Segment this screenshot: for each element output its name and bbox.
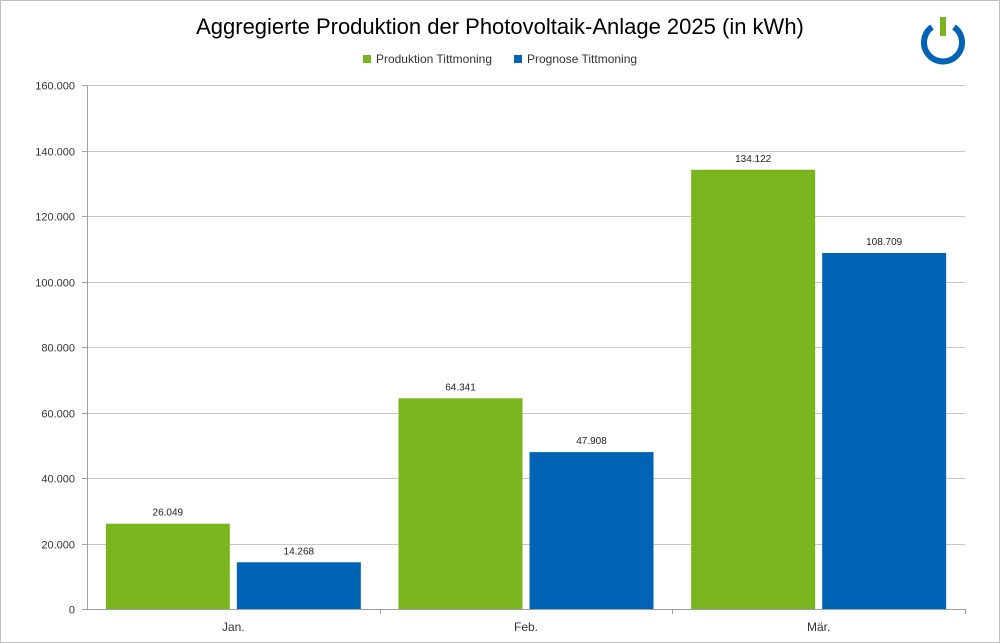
data-label: 47.908: [576, 436, 607, 447]
bar-prognose-0: [236, 562, 361, 609]
bars-layer: [105, 169, 947, 610]
y-tick-label: 40.000: [41, 474, 75, 486]
y-tick-label: 100.000: [35, 278, 75, 290]
logo-ring: [921, 24, 965, 65]
bar-produktion-2: [691, 169, 816, 610]
y-tick-label: 120.000: [35, 212, 75, 224]
grid-layer: [82, 85, 966, 614]
chart-title: Aggregierte Produktion der Photovoltaik-…: [196, 14, 804, 39]
bar-prognose-1: [529, 452, 654, 609]
logo-bar: [940, 17, 946, 36]
legend-item-prognose: Prognose Tittmoning: [514, 52, 637, 66]
y-tick-label: 140.000: [35, 147, 75, 159]
legend-item-produktion: Produktion Tittmoning: [362, 52, 492, 66]
legend-label-prognose: Prognose Tittmoning: [527, 52, 638, 66]
y-tick-label: 160.000: [35, 81, 75, 93]
legend-swatch-produktion: [362, 55, 371, 63]
bar-prognose-2: [822, 252, 947, 609]
bar-produktion-0: [105, 523, 230, 609]
y-tick-label: 80.000: [41, 343, 75, 355]
y-tick-label: 0: [69, 605, 75, 617]
data-label: 14.268: [284, 546, 315, 557]
bar-produktion-1: [398, 398, 523, 609]
labels-layer: 0 20.000 40.000 60.000 80.000 100.000 120.000 1…: [35, 81, 902, 635]
data-label: 134.122: [735, 154, 772, 165]
x-category-label: Jan.: [222, 620, 245, 634]
y-tick-label: 20.000: [41, 540, 75, 552]
legend-swatch-prognose: [514, 55, 522, 63]
data-label: 64.341: [445, 382, 476, 393]
legend-label-produktion: Produktion Tittmoning: [375, 52, 492, 66]
data-label: 108.709: [866, 237, 903, 248]
y-tick-label: 60.000: [41, 409, 75, 421]
power-button-icon: [921, 17, 965, 65]
data-label: 26.049: [153, 508, 184, 519]
x-category-label: Feb.: [514, 620, 538, 634]
x-category-label: Mär.: [807, 620, 830, 634]
chart-legend: Produktion Tittmoning Prognose Tittmonin…: [0, 52, 1000, 66]
